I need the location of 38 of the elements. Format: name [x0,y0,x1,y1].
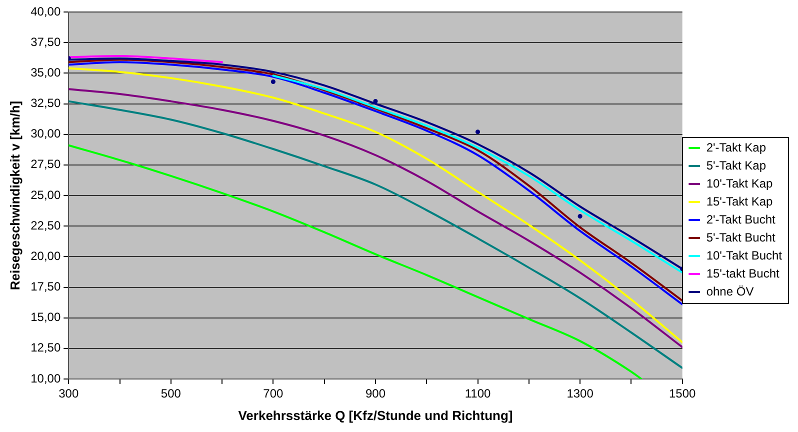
legend-label: 5'-Takt Kap [706,158,766,172]
point [578,214,582,219]
point [475,130,480,134]
point [373,99,378,104]
y-tick-label: 37,50 [30,34,61,49]
point [270,79,276,84]
y-tick-label: 10,00 [30,371,61,386]
legend-label: 15'-Takt Kap [706,194,773,208]
y-tick-label: 27,50 [30,157,61,172]
x-tick-label: 1100 [464,386,491,401]
y-tick-label: 20,00 [30,248,61,263]
legend-label: 10'-Takt Bucht [706,248,783,262]
legend-label: ohne ÖV [706,284,754,298]
line-series [68,144,642,379]
x-tick-label: 900 [365,386,386,401]
y-axis-title: Reisegeschwindigkeit v [km/h] [7,100,22,290]
x-axis-title: Verkehrsstärke Q [Kfz/Stunde und Richtung] [238,408,513,423]
legend-label: 15'-takt Bucht [706,266,780,280]
y-tick-label: 32,50 [30,96,61,110]
y-tick-label: 30,00 [30,126,61,141]
y-tick-label: 15,00 [30,310,61,324]
y-tick-label: 12,50 [30,340,61,355]
x-tick-label: 300 [58,386,79,401]
legend-label: 5'-Takt Bucht [706,230,776,244]
line-series [68,55,224,64]
y-tick-label: 40,00 [30,4,61,18]
x-tick-label: 1300 [566,386,594,401]
legend-label: 2'-Takt Bucht [706,212,776,226]
y-tick-label: 35,00 [30,65,61,80]
y-tick-label: 22,50 [30,218,61,232]
x-tick-label: 500 [160,386,182,401]
legend-label: 10'-Takt Kap [706,176,773,190]
x-tick-label: 1500 [668,386,696,401]
legend-label: 2'-Takt Kap [706,140,766,154]
line-series [272,74,682,274]
y-tick-label: 25,00 [30,188,61,202]
y-tick-label: 17,50 [30,280,61,294]
x-tick-label: 700 [263,386,284,401]
